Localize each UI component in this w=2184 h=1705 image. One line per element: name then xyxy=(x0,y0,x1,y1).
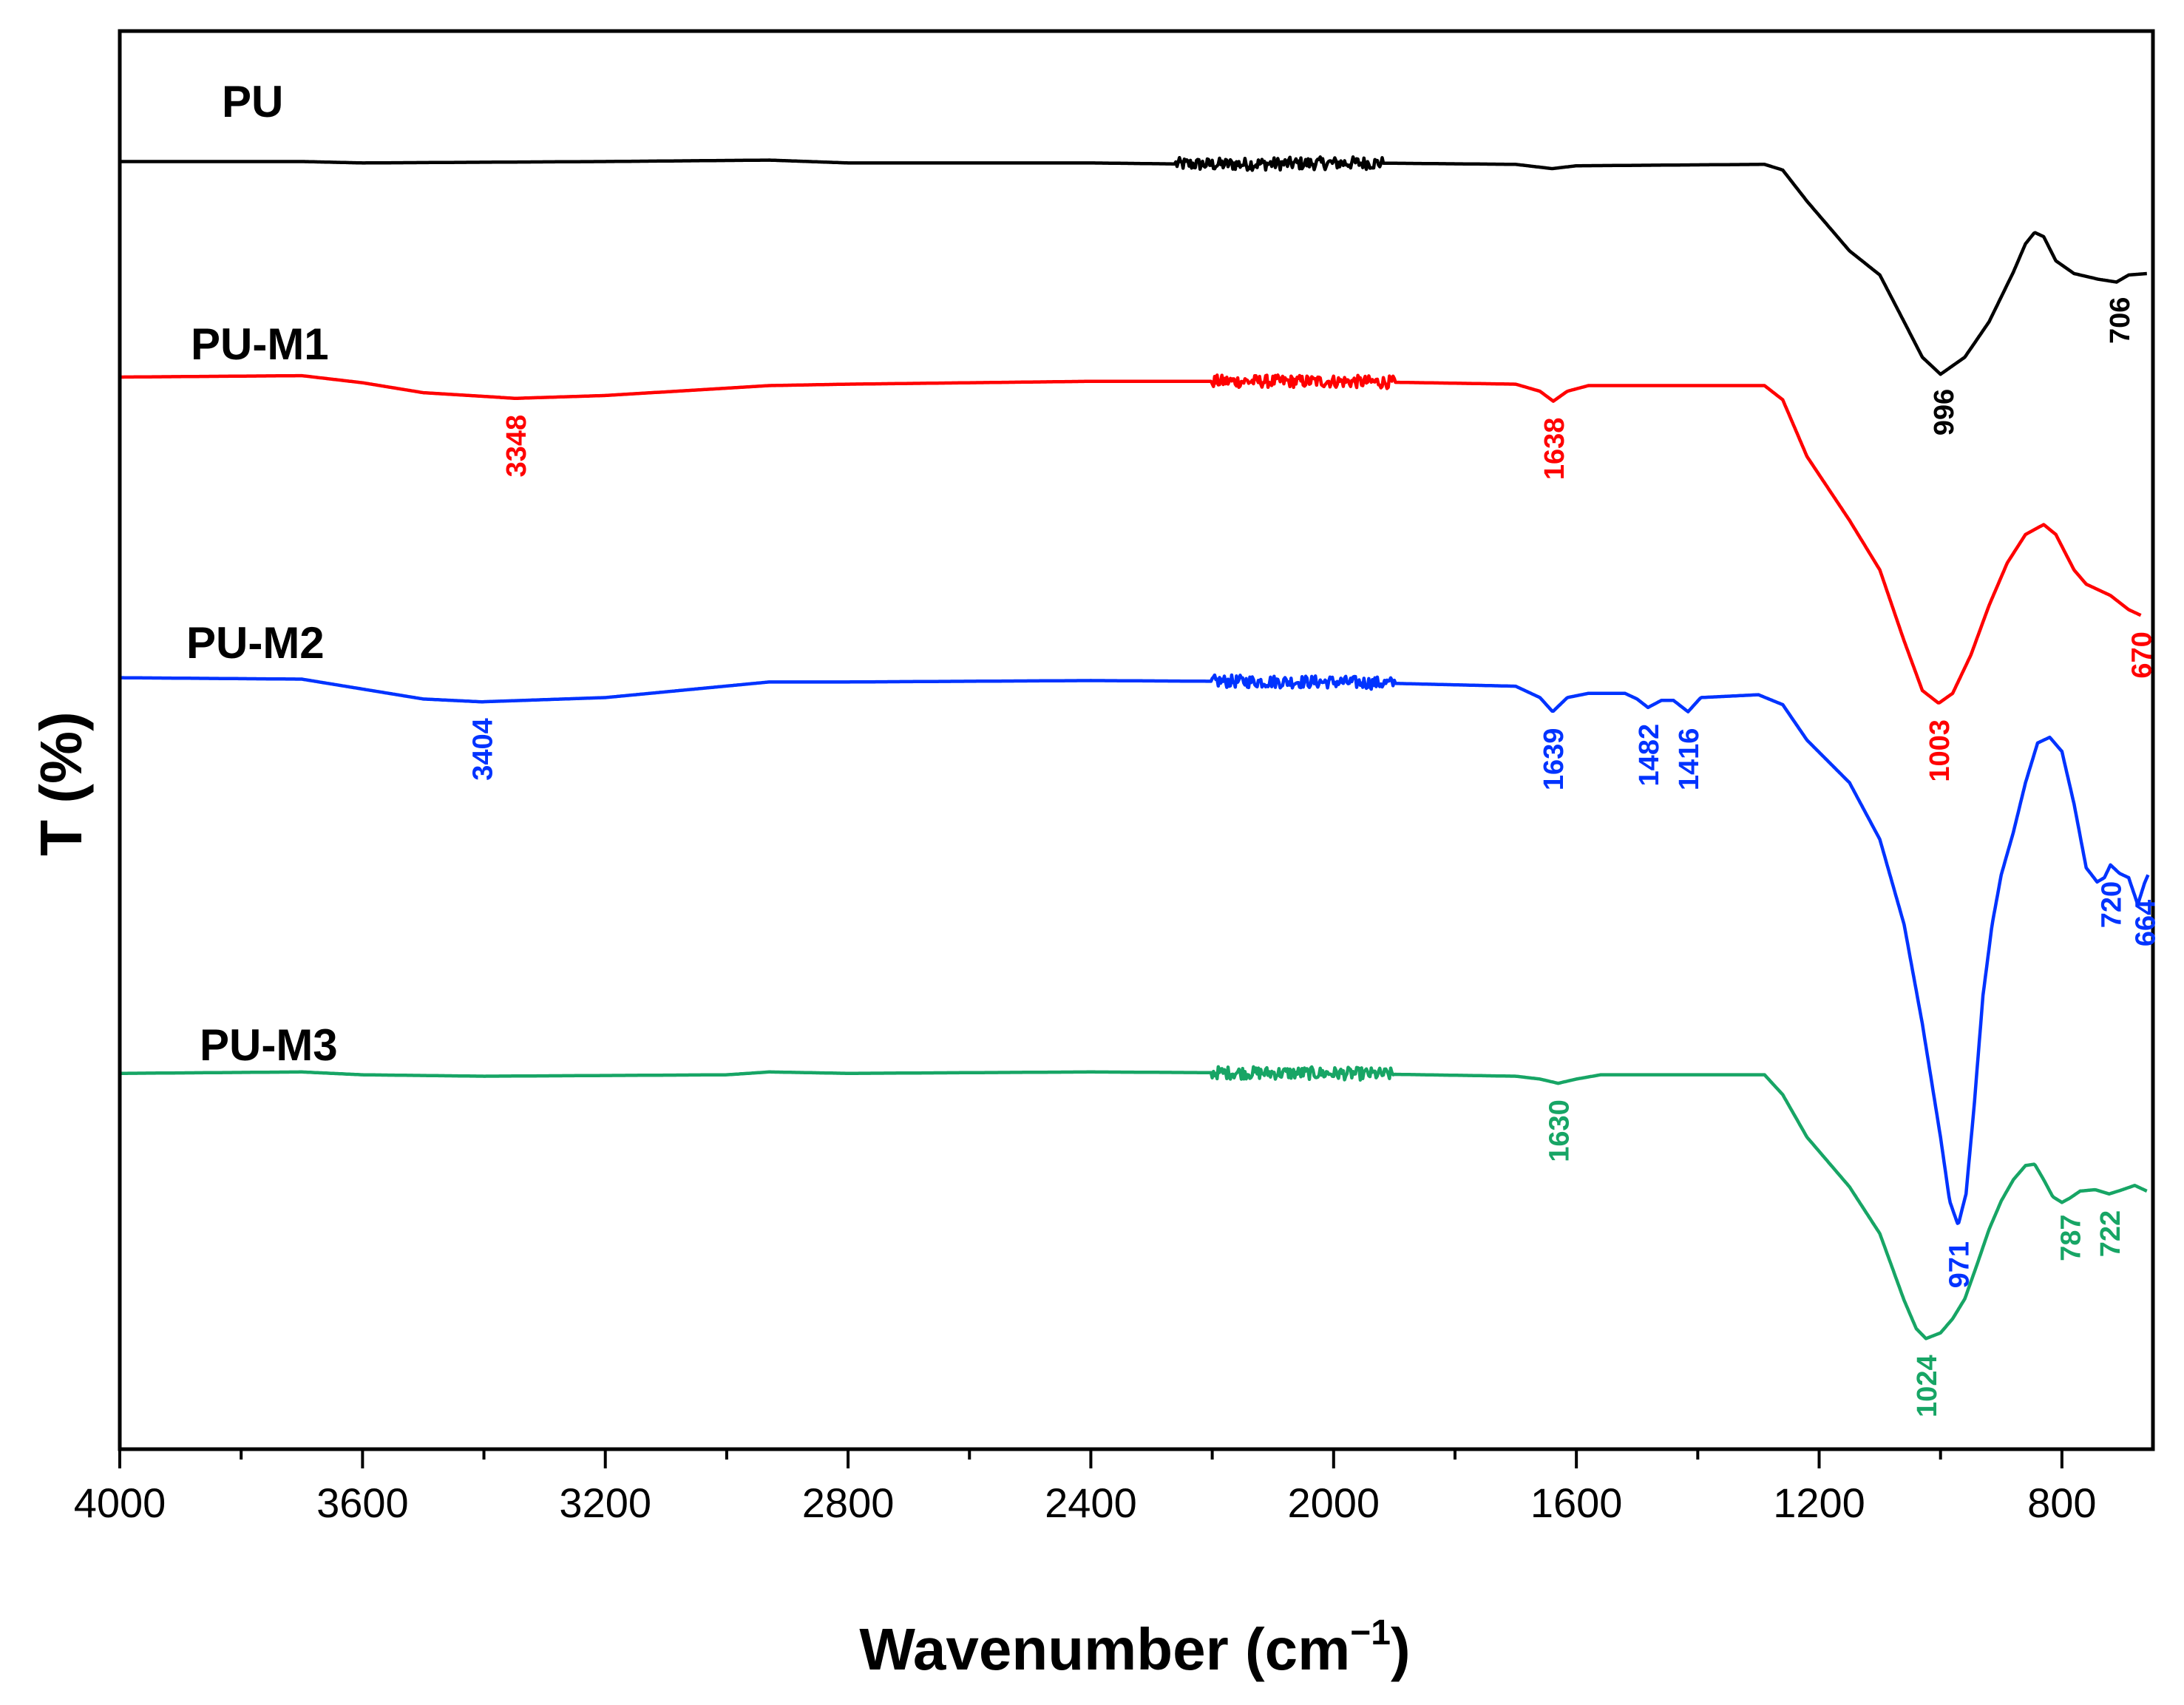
series-label-pu: PU xyxy=(222,77,283,126)
peak-label: 3348 xyxy=(501,415,532,478)
peak-labels: 996 706 3348 1638 1003 670 3404 1639 1482 1416 971… xyxy=(467,297,2161,1417)
x-axis-ticks: 4000 3600 3200 2800 2400 2000 1600 1200 800 xyxy=(74,1449,2097,1526)
peak-label: 664 xyxy=(2131,900,2162,946)
x-tick-label: 2000 xyxy=(1288,1479,1380,1526)
x-tick-label: 2400 xyxy=(1045,1479,1137,1526)
peak-label: 1482 xyxy=(1634,724,1665,787)
x-tick-label: 3600 xyxy=(316,1479,409,1526)
series-line-pu-m3 xyxy=(119,1065,2148,1340)
y-axis-title: T (%) xyxy=(28,711,94,856)
x-tick-label: 1200 xyxy=(1773,1479,1865,1526)
peak-label: 1630 xyxy=(1544,1099,1576,1162)
peak-label: 3404 xyxy=(467,718,498,781)
x-tick-label: 800 xyxy=(2027,1479,2096,1526)
plot-lines xyxy=(119,155,2150,1340)
peak-label: 720 xyxy=(2097,881,2128,928)
x-tick-label: 3200 xyxy=(559,1479,651,1526)
x-axis-title: Wavenumber (cm−1) xyxy=(859,1613,1410,1682)
peak-label: 1416 xyxy=(1674,728,1705,791)
peak-label: 1639 xyxy=(1539,728,1570,791)
plot-frame xyxy=(118,29,2155,1451)
peak-label: 971 xyxy=(1944,1241,1976,1288)
peak-label: 706 xyxy=(2105,297,2136,344)
series-label-pu-m1: PU-M1 xyxy=(191,319,329,369)
series-line-pu xyxy=(119,155,2148,376)
peak-label: 1003 xyxy=(1924,719,1956,782)
series-line-pu-m1 xyxy=(119,373,2142,705)
x-axis-title-main: Wavenumber (cm xyxy=(859,1616,1350,1682)
peak-label: 670 xyxy=(2127,631,2158,678)
x-axis-title-close: ) xyxy=(1391,1616,1411,1682)
series-label-pu-m2: PU-M2 xyxy=(186,618,325,668)
peak-label: 996 xyxy=(1929,389,1960,435)
peak-label: 722 xyxy=(2095,1210,2126,1257)
series-label-pu-m3: PU-M3 xyxy=(200,1020,338,1070)
x-axis-title-sup: −1 xyxy=(1350,1613,1391,1653)
peak-label: 1024 xyxy=(1912,1355,1943,1417)
series-line-pu-m2 xyxy=(119,673,2150,1225)
series-labels: PU PU-M1 PU-M2 PU-M3 xyxy=(186,77,338,1070)
peak-label: 787 xyxy=(2056,1215,2087,1261)
x-tick-label: 1600 xyxy=(1530,1479,1623,1526)
x-tick-label: 4000 xyxy=(74,1479,166,1526)
peak-label: 1638 xyxy=(1539,418,1570,481)
x-tick-label: 2800 xyxy=(802,1479,895,1526)
